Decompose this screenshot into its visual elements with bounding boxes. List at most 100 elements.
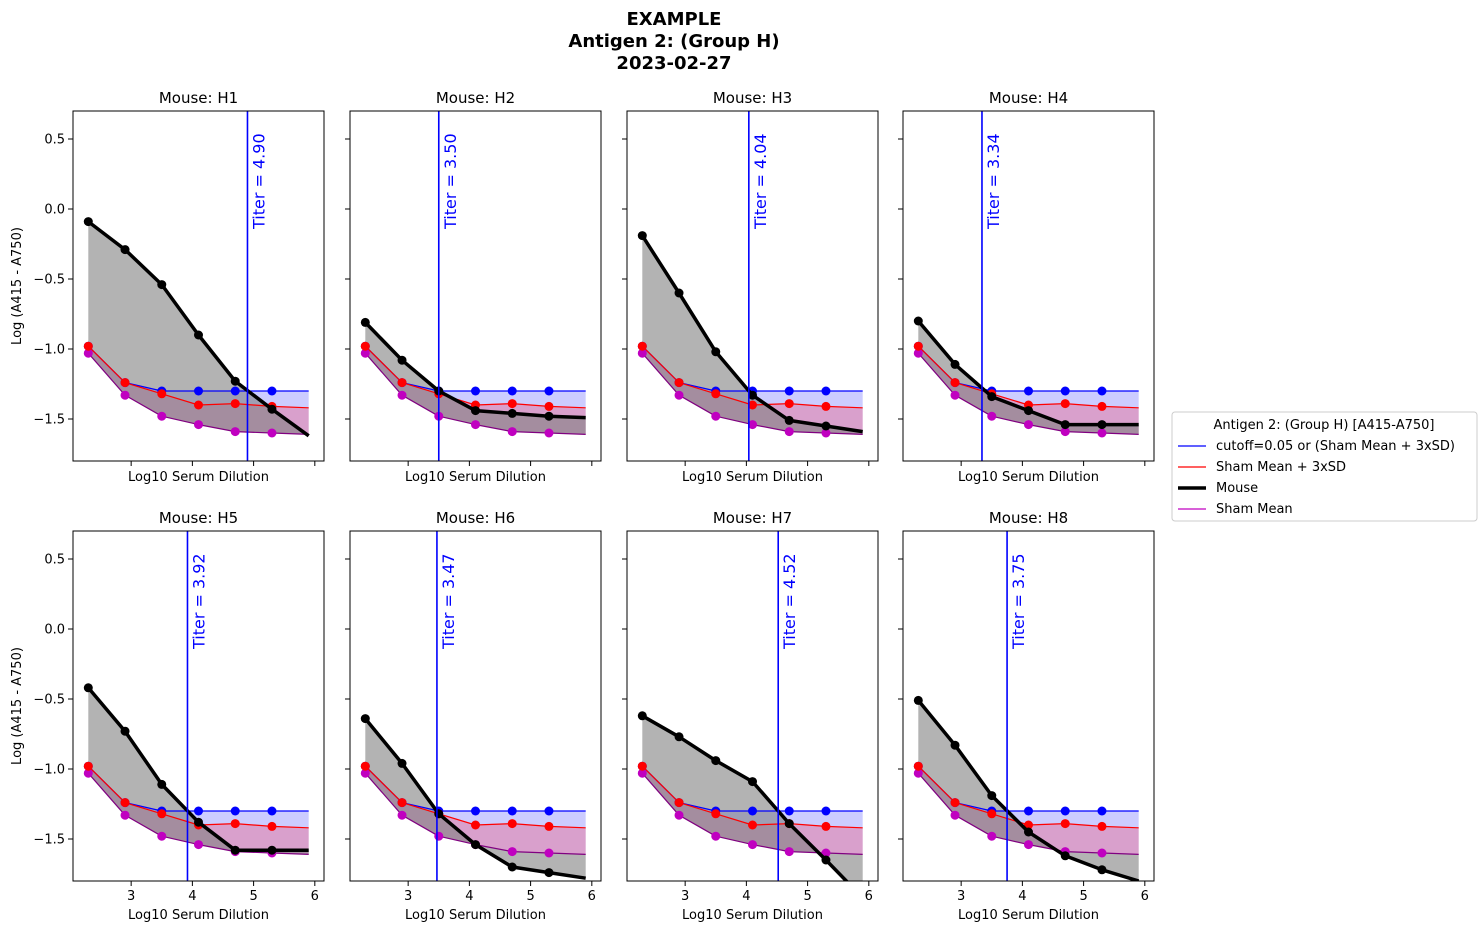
panel-7-point-mouse-4 (784, 819, 794, 829)
legend-label-mouse: Mouse (1216, 481, 1258, 496)
panel-6-xtick-label-0: 3 (404, 889, 412, 904)
panel-1-point-sham-mean-1 (120, 390, 130, 400)
figure-title-line-3: 2023-02-27 (616, 53, 731, 74)
panel-1-ytick-label-1: 0.0 (44, 203, 65, 218)
panel-5-point-sham-mean-0 (83, 768, 93, 778)
panel-5-title: Mouse: H5 (159, 509, 238, 527)
panel-6-title: Mouse: H6 (436, 509, 515, 527)
panel-3-point-sham-sd-3 (748, 400, 757, 410)
panel-1-point-mouse-3 (194, 330, 203, 340)
panel-6-point-sham-sd-0 (360, 761, 370, 771)
panel-4-fill-cutoff (918, 346, 1139, 408)
panel-2-xlabel: Log10 Serum Dilution (405, 470, 546, 485)
panel-6-point-sham-mean-1 (397, 810, 407, 820)
panel-1-ytick-label-0: 0.5 (44, 133, 65, 148)
panel-8-frame (902, 530, 1155, 882)
panel-8-point-cutoff-4 (1060, 806, 1070, 816)
panel-5-xtick-label-2: 5 (249, 889, 257, 904)
panel-2-point-sham-sd-4 (507, 399, 517, 409)
panel-4-xlabel: Log10 Serum Dilution (958, 470, 1099, 485)
panel-8-point-sham-mean-2 (987, 831, 997, 841)
panel-8-titer-label: Titer = 3.75 (1009, 553, 1028, 650)
panel-7-frame (626, 530, 879, 882)
panel-1-title: Mouse: H1 (159, 89, 238, 107)
panel-8-xtick-label-1: 4 (1018, 889, 1026, 904)
panel-1-point-mouse-0 (83, 217, 93, 227)
panel-5-xtick-label-0: 3 (127, 889, 135, 904)
panel-1-point-mouse-5 (267, 404, 277, 414)
subplot-mouse-h6: Mouse: H6 Titer = 3.47 3 4 5 6 Log10 Serum Dil… (345, 509, 602, 923)
panel-2-point-cutoff-4 (507, 386, 517, 396)
legend-label-sham-mean: Sham Mean (1216, 502, 1293, 517)
panel-2-point-sham-mean-5 (544, 428, 554, 438)
figure-title-line-1: EXAMPLE (627, 9, 722, 30)
panel-6-fill-mouse (365, 718, 586, 879)
panel-5-ytick-label-2: −0.5 (33, 693, 65, 708)
panel-6-point-mouse-1 (397, 758, 407, 768)
panel-5-point-mouse-4 (230, 845, 240, 855)
panel-8-plot-area (913, 531, 1140, 881)
subplot-mouse-h8: Mouse: H8 Titer = 3.75 3 4 5 6 Log10 Serum Dil… (898, 509, 1155, 923)
panel-6-point-mouse-3 (471, 840, 480, 850)
panel-6-point-sham-sd-4 (507, 819, 517, 829)
panel-4-fill-sham (918, 346, 1139, 435)
panel-7-point-mouse-0 (637, 711, 647, 721)
panel-1-point-sham-sd-1 (120, 378, 130, 388)
panel-2-point-sham-mean-4 (507, 427, 517, 437)
panel-3-point-sham-mean-1 (674, 390, 684, 400)
panel-5-point-sham-sd-5 (267, 821, 277, 831)
panel-5-fill-sham (88, 766, 309, 855)
panel-3-titer-label: Titer = 4.04 (751, 133, 770, 230)
panel-7-point-sham-sd-1 (674, 798, 684, 808)
panel-2-frame (349, 110, 602, 462)
panel-6-point-cutoff-3 (471, 806, 480, 816)
panel-4-frame (902, 110, 1155, 462)
panel-5-ytick-label-4: −1.5 (33, 833, 65, 848)
panel-3-fill-sham (642, 346, 863, 435)
panel-4-plot-area (913, 111, 1139, 461)
panel-5-frame (72, 530, 325, 882)
panel-5-ytick-label-0: 0.5 (44, 553, 65, 568)
panel-7-xtick-label-1: 4 (742, 889, 750, 904)
panel-8-point-sham-sd-2 (987, 809, 997, 819)
panel-7-titer-label: Titer = 4.52 (780, 553, 799, 650)
panel-1-point-mouse-1 (120, 245, 130, 255)
panel-7-point-sham-sd-2 (711, 809, 721, 819)
subplot-mouse-h3: Mouse: H3 Titer = 4.04 Log10 Serum Dilutio… (622, 89, 879, 485)
panel-5-point-sham-sd-0 (83, 761, 93, 771)
panel-2-title: Mouse: H2 (436, 89, 515, 107)
panel-5-point-sham-sd-2 (157, 809, 167, 819)
panel-2-point-mouse-4 (507, 408, 517, 418)
panel-4-point-cutoff-5 (1097, 386, 1107, 396)
panel-6-xtick-label-3: 6 (588, 889, 596, 904)
panel-7-xtick-label-3: 6 (865, 889, 873, 904)
panel-2-point-sham-sd-5 (544, 401, 554, 411)
panel-6-fill-cutoff (365, 766, 586, 828)
panel-2-point-mouse-3 (471, 406, 480, 416)
panel-2-point-mouse-5 (544, 411, 554, 421)
subplot-mouse-h7: Mouse: H7 Titer = 4.52 3 4 5 6 Log10 Serum Dil… (622, 509, 879, 923)
panel-8-fill-cutoff (918, 766, 1139, 828)
panel-1-ytick-label-4: −1.5 (33, 413, 65, 428)
panel-7-point-mouse-2 (711, 756, 721, 766)
panel-1-ylabel: Log (A415 - A750) (10, 227, 25, 345)
panel-8-xlabel: Log10 Serum Dilution (958, 908, 1099, 923)
panel-8-point-sham-mean-0 (913, 768, 923, 778)
panel-7-xtick-label-0: 3 (681, 889, 689, 904)
panel-3-point-cutoff-4 (784, 386, 794, 396)
panel-8-point-mouse-1 (950, 740, 960, 750)
panel-2-point-mouse-1 (397, 355, 407, 365)
panel-6-frame (349, 530, 602, 882)
panel-5-point-sham-sd-1 (120, 798, 130, 808)
panel-3-point-sham-sd-5 (821, 401, 831, 411)
panel-8-point-sham-mean-1 (950, 810, 960, 820)
panel-5-ytick-label-1: 0.0 (44, 623, 65, 638)
panel-7-fill-sham (642, 766, 863, 855)
panel-5-point-sham-mean-1 (120, 810, 130, 820)
panel-8-title: Mouse: H8 (989, 509, 1068, 527)
panel-6-xtick-label-2: 5 (526, 889, 534, 904)
panel-6-point-mouse-2 (434, 809, 444, 819)
panel-7-xlabel: Log10 Serum Dilution (682, 908, 823, 923)
panel-3-xlabel: Log10 Serum Dilution (682, 470, 823, 485)
legend-title: Antigen 2: (Group H) [A415-A750] (1214, 418, 1435, 433)
